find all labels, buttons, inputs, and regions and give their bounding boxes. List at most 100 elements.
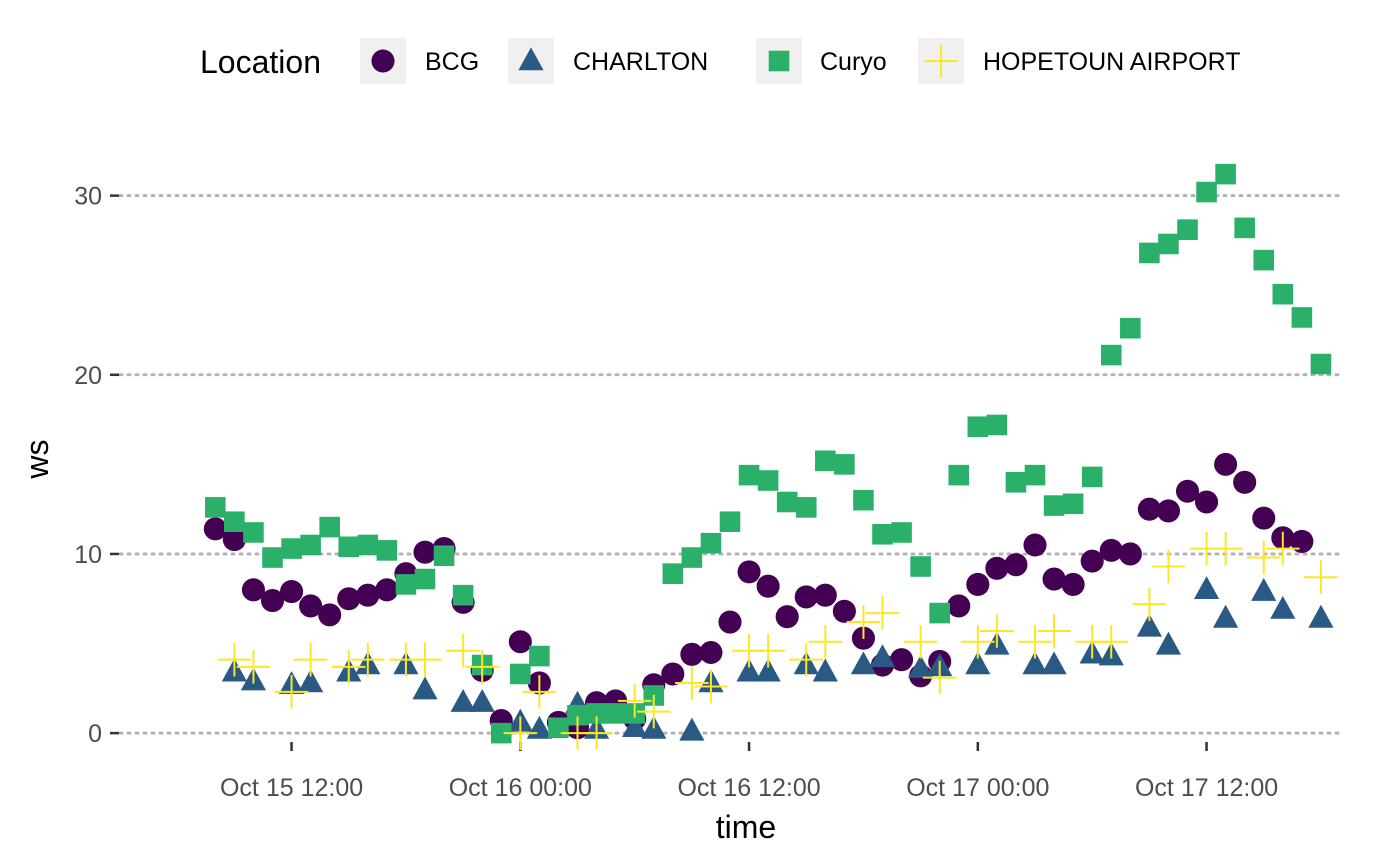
point-curyo: [815, 450, 836, 472]
point-charlton: [908, 654, 934, 678]
point-curyo: [1139, 242, 1160, 264]
point-hopetoun-airport: [617, 684, 652, 718]
point-charlton: [1155, 631, 1182, 655]
point-bcg: [756, 574, 780, 598]
point-hopetoun-airport: [694, 669, 728, 704]
point-bcg: [718, 610, 742, 634]
y-tick-label: 30: [74, 183, 102, 211]
point-hopetoun-airport: [522, 675, 557, 709]
point-curyo: [395, 574, 417, 595]
legend-key-curyo: [768, 50, 790, 72]
point-curyo: [719, 511, 741, 532]
point-bcg: [337, 587, 361, 611]
point-bcg: [1099, 538, 1123, 562]
legend-item-hopetoun-airport: HOPETOUN AIRPORT: [918, 38, 1240, 84]
point-curyo: [1100, 344, 1122, 366]
point-curyo: [948, 464, 970, 486]
point-curyo: [681, 547, 703, 568]
point-hopetoun-airport: [922, 660, 957, 695]
point-bcg: [356, 583, 380, 607]
point-curyo: [548, 717, 569, 739]
data-points: [203, 163, 1338, 750]
point-curyo: [452, 584, 474, 606]
point-bcg: [508, 630, 532, 654]
point-curyo: [433, 545, 455, 567]
point-curyo: [910, 556, 931, 577]
point-hopetoun-airport: [503, 716, 538, 750]
point-curyo: [986, 414, 1008, 436]
point-hopetoun-airport: [1018, 624, 1052, 659]
point-charlton: [850, 651, 877, 675]
point-charlton: [298, 669, 324, 693]
legend-label-charlton: CHARLTON: [573, 48, 708, 76]
point-bcg: [1061, 572, 1085, 596]
point-curyo: [1081, 466, 1103, 488]
point-curyo: [490, 722, 512, 744]
point-hopetoun-airport: [675, 666, 709, 700]
point-charlton: [622, 714, 648, 738]
point-bcg: [1080, 549, 1104, 573]
point-hopetoun-airport: [1246, 540, 1281, 575]
point-bcg: [661, 662, 685, 686]
point-bcg: [947, 594, 971, 618]
point-hopetoun-airport: [751, 633, 785, 668]
point-bcg: [1290, 529, 1314, 553]
point-charlton: [1308, 604, 1334, 628]
point-hopetoun-airport: [465, 650, 499, 684]
point-charlton: [679, 717, 705, 741]
point-hopetoun-airport: [1151, 549, 1186, 584]
point-curyo: [281, 538, 302, 559]
point-curyo: [872, 523, 893, 545]
point-bcg: [222, 528, 246, 552]
point-hopetoun-airport: [1266, 531, 1300, 566]
point-curyo: [700, 532, 722, 554]
point-curyo: [834, 454, 855, 475]
point-bcg: [1233, 470, 1257, 494]
point-hopetoun-airport: [1208, 531, 1243, 566]
series-bcg: [203, 452, 1314, 740]
point-curyo: [795, 497, 817, 518]
point-hopetoun-airport: [274, 675, 309, 709]
point-bcg: [1195, 490, 1219, 514]
point-bcg: [890, 648, 914, 672]
legend-label-curyo: Curyo: [820, 48, 887, 76]
axes: 0 10 20 30 Oct 15 12:00 Oct 16 00:00 Oct 16 12…: [74, 183, 1278, 802]
point-hopetoun-airport: [579, 716, 614, 750]
legend-key-hopetoun-airport: [924, 44, 958, 78]
legend-item-bcg: BCG: [360, 38, 479, 84]
legend-item-charlton: CHARLTON: [508, 38, 708, 84]
point-charlton: [1022, 651, 1048, 675]
y-tick-label: 20: [74, 362, 102, 390]
point-bcg: [203, 517, 227, 541]
legend-key-bcg: [371, 49, 395, 73]
point-charlton: [812, 658, 838, 682]
point-bcg: [1023, 533, 1047, 557]
point-bcg: [1156, 499, 1180, 523]
y-axis-label: ws: [19, 439, 55, 479]
point-curyo: [1234, 217, 1255, 239]
point-charlton: [1041, 651, 1067, 675]
point-curyo: [1043, 495, 1065, 516]
point-charlton: [1136, 613, 1162, 637]
point-curyo: [567, 704, 588, 726]
point-curyo: [1310, 353, 1332, 375]
point-bcg: [813, 583, 837, 607]
point-bcg: [1175, 479, 1200, 503]
point-hopetoun-airport: [808, 624, 843, 659]
point-curyo: [1158, 233, 1179, 255]
point-bcg: [699, 640, 723, 665]
y-tick-label: 10: [74, 541, 102, 569]
point-charlton: [965, 651, 991, 675]
point-curyo: [262, 547, 283, 568]
x-tick-label: Oct 16 00:00: [449, 774, 592, 802]
point-charlton: [736, 658, 762, 682]
x-tick-label: Oct 16 12:00: [677, 774, 820, 802]
point-curyo: [319, 516, 340, 538]
point-curyo: [243, 522, 264, 543]
point-bcg: [1118, 542, 1142, 566]
point-bcg: [1214, 452, 1238, 476]
point-curyo: [529, 645, 550, 667]
point-curyo: [224, 511, 245, 532]
point-curyo: [1253, 249, 1275, 271]
